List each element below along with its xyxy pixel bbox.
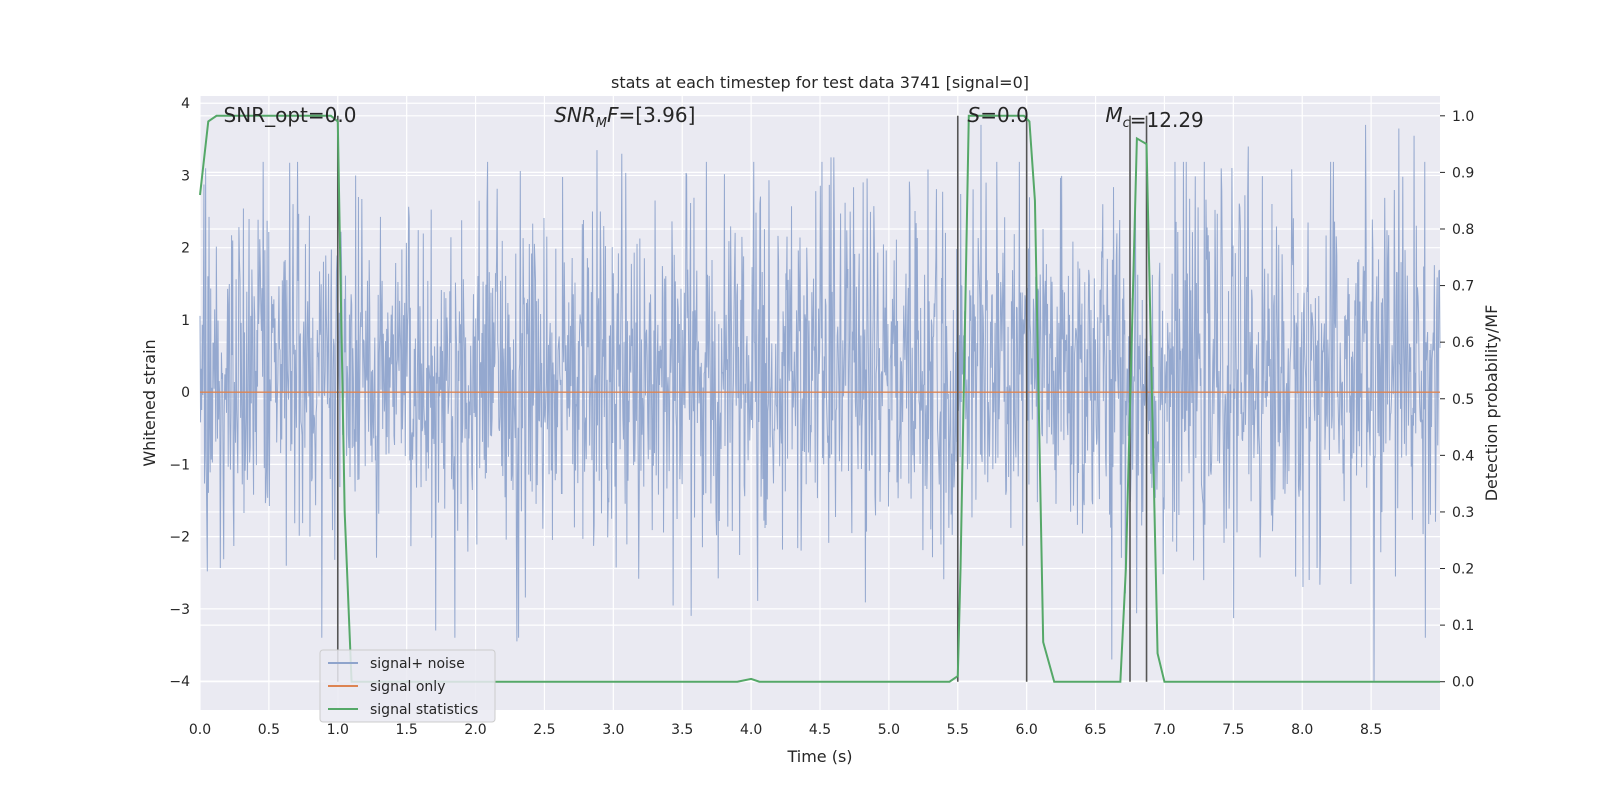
y-right-tick-label: 1.0 <box>1452 109 1474 125</box>
y-axis-right-label: Detection probability/MF <box>1482 305 1501 502</box>
y-left-tick-label: 1 <box>181 313 190 329</box>
x-tick-label: 5.5 <box>947 722 969 738</box>
x-tick-label: 6.0 <box>1016 722 1038 738</box>
x-tick-label: 4.0 <box>740 722 762 738</box>
annotations: SNR_opt=0.0 SNRMF=[3.96] S=0.0 Mc=12.29 <box>224 103 1204 132</box>
noise-layer <box>199 124 1441 682</box>
y-right-tick-label: 0.7 <box>1452 279 1474 295</box>
x-tick-label: 8.0 <box>1291 722 1313 738</box>
legend-label-signal: signal only <box>370 679 445 695</box>
annotation-mc-val: Mc=12.29 <box>1105 103 1203 132</box>
x-tick-label: 3.5 <box>671 722 693 738</box>
y-left-tick-label: 3 <box>181 168 190 184</box>
x-tick-labels: 0.0 0.5 1.0 1.5 2.0 2.5 3.0 3.5 4.0 4.5 5.0 5.5 6.0 6… <box>189 722 1382 738</box>
legend-box <box>319 649 496 723</box>
y-right-tick-labels: 1.0 0.9 0.8 0.7 0.6 0.5 0.4 0.3 0.2 0.1 0.0 <box>1440 109 1474 691</box>
x-tick-label: 2.5 <box>533 722 555 738</box>
y-right-tick-label: 0.0 <box>1452 675 1474 691</box>
chart-title: stats at each timestep for test data 374… <box>611 73 1029 92</box>
y-left-tick-label: −3 <box>169 602 190 618</box>
annotation-s-val: S=0.0 <box>968 103 1029 127</box>
y-right-tick-label: 0.3 <box>1452 505 1474 521</box>
y-right-tick-label: 0.5 <box>1452 392 1474 408</box>
x-tick-label: 1.0 <box>327 722 349 738</box>
x-tick-label: 8.5 <box>1360 722 1382 738</box>
x-tick-label: 4.5 <box>809 722 831 738</box>
y-left-tick-label: 0 <box>181 385 190 401</box>
series-signal-noise-line <box>199 124 1441 682</box>
x-tick-label: 1.5 <box>396 722 418 738</box>
y-axis-left-label: Whitened strain <box>140 339 159 466</box>
y-right-tick-label: 0.8 <box>1452 222 1474 238</box>
series-signal-statistics-line <box>199 114 1440 683</box>
x-tick-label: 2.0 <box>464 722 486 738</box>
x-tick-label: 0.5 <box>258 722 280 738</box>
y-right-tick-label: 0.9 <box>1452 165 1474 181</box>
y-right-tick-label: 0.1 <box>1452 618 1474 634</box>
y-left-tick-label: −1 <box>169 457 190 473</box>
x-tick-label: 0.0 <box>189 722 211 738</box>
legend-label-noise: signal+ noise <box>370 656 465 672</box>
x-tick-label: 7.5 <box>1222 722 1244 738</box>
y-left-tick-label: 4 <box>181 96 190 112</box>
x-tick-label: 3.0 <box>602 722 624 738</box>
x-tick-label: 5.0 <box>878 722 900 738</box>
y-right-tick-label: 0.6 <box>1452 335 1474 351</box>
stats-layer <box>199 114 1440 683</box>
y-left-tick-label: 2 <box>181 241 190 257</box>
y-left-tick-labels: 4 3 2 1 0 −1 −2 −3 −4 <box>169 96 190 690</box>
legend: signal+ noise signal only signal statist… <box>319 649 496 723</box>
y-right-tick-label: 0.4 <box>1452 448 1474 464</box>
x-tick-label: 7.0 <box>1153 722 1175 738</box>
annotation-snr-opt: SNR_opt=0.0 <box>224 103 357 127</box>
x-tick-label: 6.5 <box>1084 722 1106 738</box>
y-left-tick-label: −2 <box>169 530 190 546</box>
annotation-snr-mf: SNRMF=[3.96] <box>554 103 695 131</box>
y-left-tick-label: −4 <box>169 674 190 690</box>
legend-label-stats: signal statistics <box>370 702 478 718</box>
y-right-tick-label: 0.2 <box>1452 562 1474 578</box>
x-axis-label: Time (s) <box>786 747 852 766</box>
